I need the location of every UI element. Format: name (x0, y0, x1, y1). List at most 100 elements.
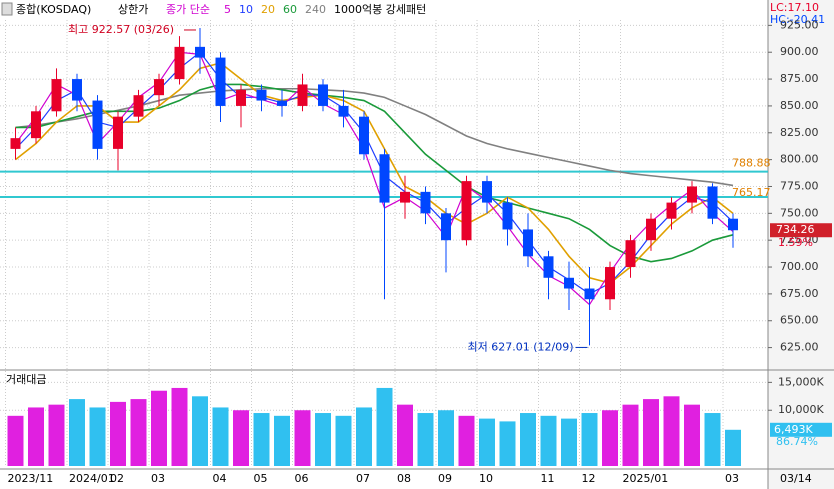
candle-body (646, 218, 656, 241)
volume-bar (171, 387, 188, 466)
candle-body (92, 100, 103, 149)
high-annotation: 최고 922.57 (03/26) (68, 23, 174, 36)
x-tick-label: 11 (541, 472, 555, 485)
y-tick-label: 925.00 (780, 18, 819, 31)
volume-bar (192, 396, 208, 466)
y-tick-label: 850.00 (780, 99, 819, 112)
candle-body (400, 191, 410, 203)
volume-bar (110, 401, 126, 466)
candle-body (461, 181, 472, 241)
volume-bar (89, 407, 106, 466)
candle-body (359, 116, 369, 155)
x-tick-label: 09 (438, 472, 452, 485)
y-tick-label: 775.00 (780, 179, 819, 192)
volume-bar (581, 413, 598, 466)
volume-bar (151, 390, 167, 466)
y-tick-label: 900.00 (780, 45, 819, 58)
candle-body (482, 181, 492, 203)
legend-item: 20 (261, 3, 275, 16)
y-tick-label: 800.00 (780, 153, 819, 166)
candle-body (543, 256, 554, 278)
hline-label: 765.17 (732, 186, 771, 199)
candle-body (666, 202, 677, 219)
legend-item: 5 (224, 3, 231, 16)
volume-bar (130, 399, 147, 466)
volume-bar (643, 399, 659, 466)
candle-body (502, 202, 513, 230)
volume-bar (253, 413, 270, 466)
y-tick-label: 700.00 (780, 260, 819, 273)
candle-body (133, 95, 144, 117)
x-last-label: 03/14 (780, 472, 812, 485)
x-tick-label: 2024/01 (69, 472, 115, 485)
x-tick-label: 07 (356, 472, 370, 485)
last-price-box (770, 223, 832, 238)
candle-body (625, 240, 636, 268)
candle-body (584, 288, 595, 300)
volume-bar (479, 418, 495, 466)
volume-bar (212, 407, 229, 466)
volume-bar (725, 429, 741, 466)
candle-body (195, 46, 205, 58)
volume-bar (499, 421, 516, 466)
volume-bar (7, 415, 24, 466)
x-tick-label: 2025/01 (623, 472, 669, 485)
y-tick-label: 625.00 (780, 341, 819, 354)
y-tick-label: 15,000K (778, 375, 824, 388)
volume-bar (335, 415, 352, 466)
candle-body (236, 89, 246, 106)
candle-body (72, 79, 82, 101)
candle-body (113, 116, 123, 149)
candle-body (441, 213, 451, 241)
candle-body (174, 46, 185, 80)
x-tick-label: 08 (397, 472, 411, 485)
volume-bar (274, 415, 290, 466)
candle-body (707, 186, 718, 219)
volume-last-box (770, 422, 832, 437)
ma-label: 종가 단순 (166, 3, 210, 16)
volume-bar (294, 410, 311, 466)
volume-bar (458, 415, 475, 466)
low-annotation: 최저 627.01 (12/09) (468, 340, 574, 353)
legend-item: 240 (305, 3, 326, 16)
y-tick-label: 650.00 (780, 314, 819, 327)
volume-bar (417, 413, 434, 466)
candle-body (318, 84, 328, 106)
candle-body (338, 105, 349, 117)
x-tick-label: 12 (582, 472, 596, 485)
candle-body (605, 267, 615, 300)
x-tick-label: 05 (254, 472, 268, 485)
x-tick-label: 2023/11 (8, 472, 54, 485)
volume-bar (520, 413, 536, 466)
volume-bar (684, 404, 700, 466)
candle-body (31, 111, 41, 139)
volume-title: 거래대금 (6, 373, 46, 386)
lc: LC:17.10 (770, 1, 819, 14)
candle-body (728, 218, 738, 231)
volume-bar (315, 413, 331, 466)
pattern: 1000억봉 강세패턴 (334, 3, 426, 16)
x-tick-label: 10 (479, 472, 493, 485)
candle-body (154, 79, 164, 96)
y-tick-label: 825.00 (780, 126, 819, 139)
hline-label: 788.88 (732, 157, 771, 170)
candle-body (10, 138, 21, 149)
candle-body (687, 186, 697, 203)
menu-icon[interactable] (1, 2, 13, 16)
volume-bar (540, 415, 557, 466)
candle-body (379, 154, 390, 203)
y-tick-label: 750.00 (780, 206, 819, 219)
x-tick-label: 04 (213, 472, 227, 485)
volume-bar (28, 407, 44, 466)
volume-bar (438, 410, 454, 466)
hc: HC:-20.41 (770, 13, 825, 26)
volume-bar (376, 387, 393, 466)
volume-ratio: 86.74% (776, 435, 818, 448)
candle-body (564, 277, 574, 289)
x-tick-label: 02 (110, 472, 124, 485)
volume-bar (69, 399, 85, 466)
candle-body (523, 229, 533, 257)
axis-area (768, 0, 834, 489)
candle-body (420, 191, 431, 214)
